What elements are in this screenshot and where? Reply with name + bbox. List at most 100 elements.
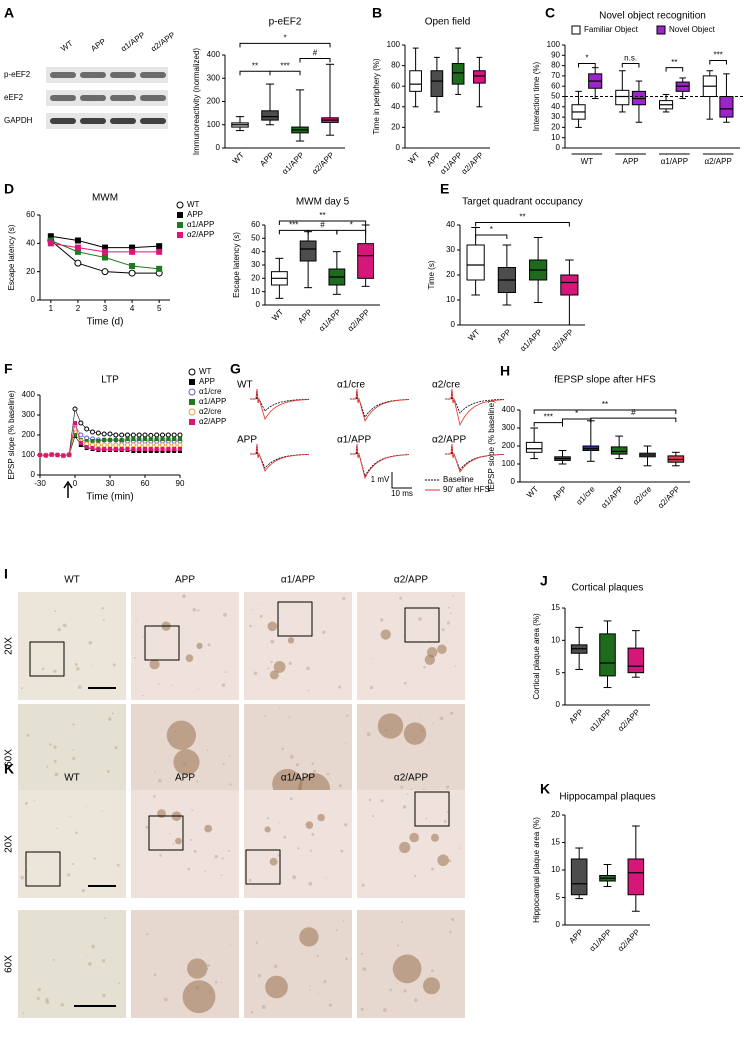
point [142, 432, 148, 438]
zoom-box [404, 607, 440, 643]
y-tick-label: 50 [551, 92, 560, 101]
tissue-speck [255, 941, 258, 944]
x-tick-label: APP [567, 708, 585, 726]
point [177, 432, 183, 438]
lane-label: α1/APP [119, 30, 147, 53]
row-label: 20X [4, 637, 15, 655]
panel-letter: I [4, 566, 8, 582]
trace-label: α1/APP [337, 435, 371, 446]
box [627, 858, 645, 896]
y-tick-label: 10 [551, 865, 560, 874]
band [80, 118, 106, 124]
legend-marker [177, 222, 183, 228]
point [73, 421, 77, 425]
y-axis-label: EPSP slope (% baseline) [7, 390, 16, 480]
plaque [380, 629, 391, 640]
plaque [187, 958, 208, 979]
point [166, 437, 171, 441]
plaque [157, 809, 166, 819]
x-tick-label: α1/APP [588, 708, 614, 734]
tissue-speck [307, 689, 310, 692]
point [47, 233, 54, 240]
tissue-speck [316, 954, 319, 958]
tissue-speck [326, 772, 330, 776]
tissue-speck [396, 944, 400, 947]
point [55, 453, 60, 457]
tissue-speck [223, 612, 227, 617]
plaque [265, 975, 288, 999]
tissue-speck [273, 964, 278, 969]
tissue-speck [134, 656, 137, 659]
y-tick-label: 40 [251, 247, 260, 256]
point [156, 243, 163, 250]
point [130, 442, 136, 448]
y-tick-label: 20 [551, 123, 560, 132]
tissue-speck [69, 816, 71, 818]
point [143, 447, 147, 451]
significance-label: * [575, 409, 578, 418]
tissue-speck [454, 665, 457, 667]
tissue-speck [118, 982, 120, 985]
y-tick-label: 70 [551, 71, 560, 80]
tissue-speck [54, 610, 57, 613]
legend-label: 90' after HFS [443, 485, 490, 494]
point [90, 439, 95, 443]
tissue-speck [77, 685, 82, 690]
tissue-speck [101, 607, 105, 610]
legend-marker [188, 368, 196, 376]
tissue-speck [153, 973, 157, 977]
trace-label: α2/cre [432, 380, 460, 391]
column-label: APP [175, 773, 195, 784]
point [172, 447, 177, 451]
blot-strip [46, 67, 168, 83]
point [107, 442, 113, 448]
y-tick-label: 0 [556, 143, 561, 152]
legend-marker [177, 212, 183, 218]
point [101, 431, 107, 437]
tissue-speck [36, 997, 40, 1001]
box [430, 70, 444, 97]
tissue-speck [308, 881, 313, 886]
tissue-speck [361, 883, 365, 887]
tissue-speck [338, 685, 342, 689]
y-tick-label: 400 [207, 50, 221, 59]
significance-bracket [278, 220, 367, 225]
tissue-speck [266, 817, 269, 820]
band [110, 72, 136, 78]
x-tick-label: α2/APP [346, 308, 372, 334]
tissue-speck [193, 849, 197, 853]
plaque [273, 660, 286, 673]
tissue-speck [116, 863, 120, 867]
x-tick-label: α2/APP [310, 151, 336, 177]
x-tick-label: α2/APP [704, 157, 731, 166]
tissue-speck [60, 1003, 64, 1007]
y-tick-label: 10 [551, 635, 560, 644]
x-tick-label: APP [495, 328, 513, 346]
significance-bracket [590, 417, 677, 423]
tissue-speck [56, 827, 59, 830]
point [154, 437, 159, 441]
significance-label: ** [519, 213, 525, 222]
x-tick-label: α1/APP [588, 928, 614, 954]
tissue-speck [366, 732, 371, 737]
tissue-speck [91, 944, 96, 949]
point [148, 442, 154, 448]
legend-marker [188, 408, 196, 416]
point [72, 406, 78, 412]
significance-bracket [665, 67, 684, 72]
significance-bracket [299, 57, 331, 63]
tissue-speck [53, 669, 57, 673]
chart-title: Target quadrant occupancy [462, 197, 583, 208]
scale-label: 1 mV [371, 475, 390, 484]
y-axis-label: Escape latency (s) [7, 224, 16, 290]
y-tick-label: 200 [22, 430, 36, 439]
significance-label: *** [280, 61, 289, 70]
tissue-speck [402, 805, 407, 809]
tissue-speck [312, 769, 317, 773]
legend-marker [189, 379, 195, 385]
tissue-speck [33, 800, 35, 802]
significance-label: # [631, 408, 636, 417]
tissue-speck [93, 857, 96, 860]
tissue-speck [328, 1003, 333, 1007]
tissue-speck [49, 743, 52, 746]
